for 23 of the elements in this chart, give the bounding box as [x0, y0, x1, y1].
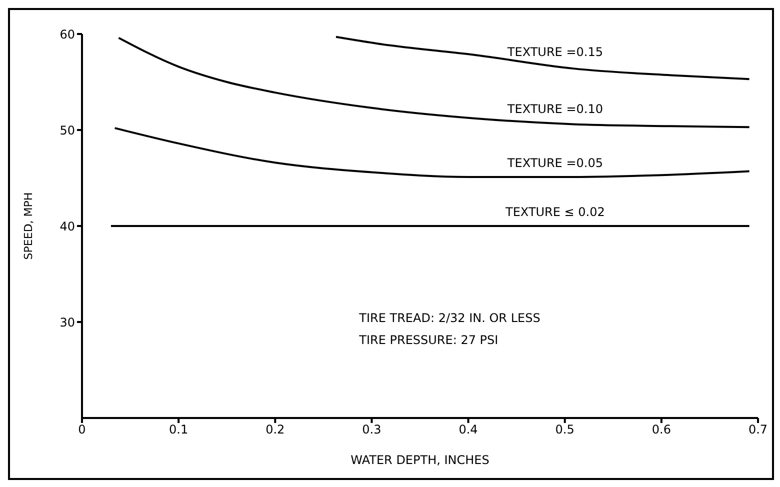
y-tick-label: 40 — [60, 219, 75, 234]
annotation: TIRE TREAD: 2/32 IN. OR LESS — [358, 311, 540, 325]
x-tick-label: 0 — [78, 422, 86, 437]
y-tick-label: 50 — [60, 123, 75, 138]
x-tick-label: 0.3 — [362, 422, 382, 437]
series-label: TEXTURE =0.15 — [506, 45, 603, 60]
series-label: TEXTURE =0.10 — [506, 102, 603, 116]
line-series — [334, 36, 750, 80]
x-axis-title: WATER DEPTH, INCHES — [350, 453, 490, 467]
line-series — [118, 36, 750, 128]
y-tick-label: 30 — [60, 315, 75, 330]
series-label: TEXTURE ≤ 0.02 — [504, 205, 605, 219]
x-tick-label: 0.6 — [652, 422, 671, 437]
x-tick-label: 0.4 — [458, 422, 478, 437]
x-tick-label: 0.5 — [555, 422, 574, 437]
x-tick-label: 0.7 — [748, 422, 768, 437]
x-tick-label: 0.1 — [169, 422, 188, 437]
annotation: TIRE PRESSURE: 27 PSI — [358, 333, 498, 347]
y-axis-title: SPEED, MPH — [22, 192, 35, 260]
line-series — [114, 127, 750, 178]
x-tick-label: 0.2 — [266, 422, 285, 437]
series-label: TEXTURE =0.05 — [506, 156, 603, 170]
y-tick-label: 60 — [60, 27, 75, 42]
